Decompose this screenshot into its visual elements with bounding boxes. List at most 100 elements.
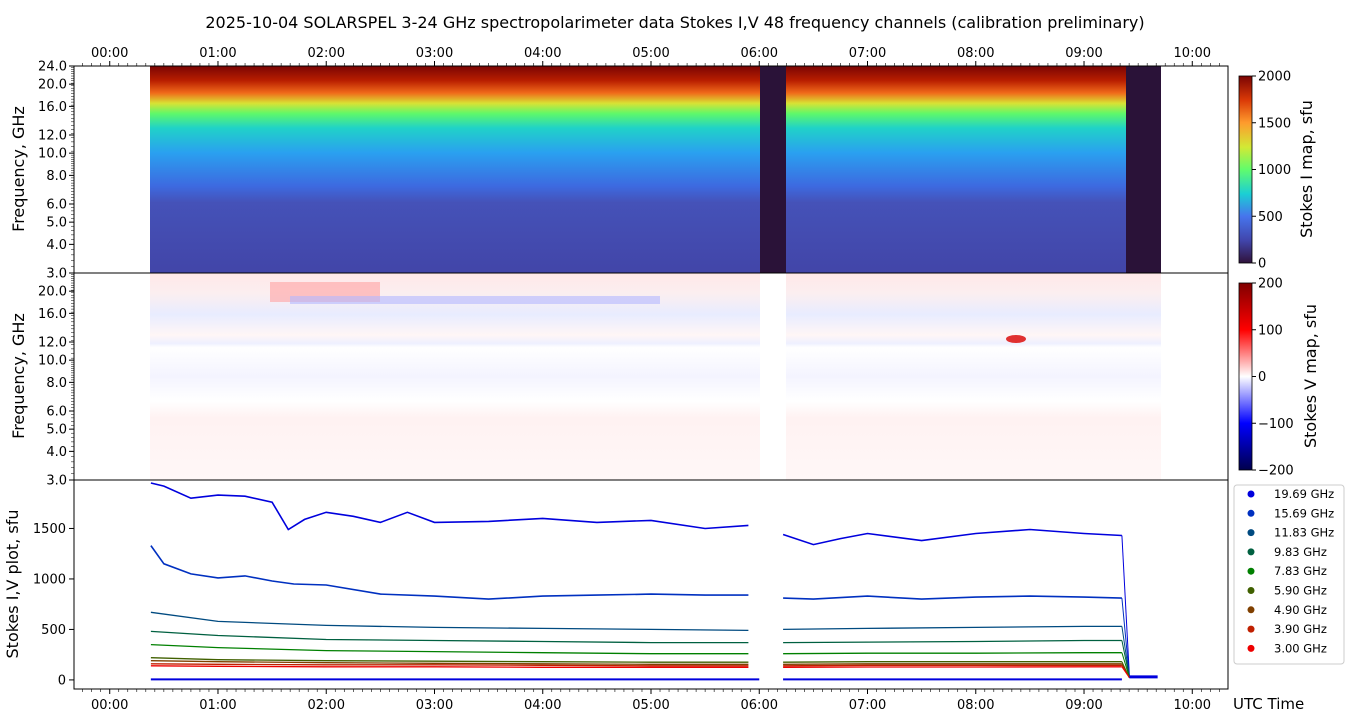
stokes-v-blue-feature <box>290 296 660 304</box>
top-x-tick-label: 10:00 <box>1174 46 1211 61</box>
y-tick-label: 3.0 <box>46 474 67 489</box>
legend: 19.69 GHz 15.69 GHz 11.83 GHz 9.83 GHz 7.83 … <box>1233 484 1345 665</box>
y-tick-label: 0 <box>58 673 66 688</box>
legend-label: 3.90 GHz <box>1274 622 1327 636</box>
bottom-x-tick-labels: 00:00 01:00 02:00 03:00 04:00 05:00 06:00 07:00… <box>82 689 1220 713</box>
y-tick-label: 8.0 <box>46 376 67 391</box>
legend-label: 4.90 GHz <box>1274 603 1327 617</box>
top-x-tick-label: 07:00 <box>849 46 886 61</box>
y-tick-label: 6.0 <box>46 198 67 213</box>
legend-marker <box>1247 606 1255 614</box>
top-x-tick-label: 06:00 <box>741 46 778 61</box>
stokes-v-red-spot <box>1006 335 1026 343</box>
series-dropoff-3 <box>1121 640 1130 678</box>
y-tick-label: 10.0 <box>38 147 67 162</box>
y-tick-label: 16.0 <box>38 307 67 322</box>
colorbar-tick-label: 0 <box>1258 257 1266 272</box>
legend-marker <box>1247 567 1255 575</box>
top-x-tick-label: 05:00 <box>632 46 669 61</box>
y-tick-label: 500 <box>41 623 66 638</box>
top-x-tick-label: 09:00 <box>1065 46 1102 61</box>
series-dropoff-8 <box>1121 666 1130 679</box>
series-line-8 <box>150 665 1122 668</box>
top-x-tick-label: 04:00 <box>524 46 561 61</box>
colorbar-tick-label: −200 <box>1258 464 1294 479</box>
series-dropoff-4 <box>1121 652 1130 679</box>
stokes-v-map-ylabel: Frequency, GHz <box>9 313 28 439</box>
top-x-tick-label: 08:00 <box>957 46 994 61</box>
colorbar-tick-label: 100 <box>1258 323 1283 338</box>
y-tick-label: 12.0 <box>38 129 67 144</box>
stokes-i-map-panel: 24.0 20.0 16.0 12.0 10.0 8.0 6.0 5.0 4.0 3.0 Freq… <box>9 60 1229 282</box>
stokes-v-map-gap-1 <box>760 273 786 480</box>
bottom-x-tick-label: 06:00 <box>741 698 778 713</box>
bottom-x-tick-label: 02:00 <box>308 698 345 713</box>
series-dropoff-1 <box>1121 598 1130 678</box>
colorbar-tick-label: 1000 <box>1258 163 1291 178</box>
y-tick-label: 4.0 <box>46 238 67 253</box>
colorbar-tick-label: 1500 <box>1258 116 1291 131</box>
y-tick-label: 4.0 <box>46 445 67 460</box>
x-axis-label: UTC Time <box>1233 695 1304 713</box>
top-x-tick-labels: 00:00 01:00 02:00 03:00 04:00 05:00 06:00 07:00… <box>82 46 1220 66</box>
bottom-x-tick-label: 01:00 <box>199 698 236 713</box>
stokes-v-colorbar-gradient <box>1238 282 1253 471</box>
stokes-i-map-gap-2 <box>1126 66 1161 273</box>
top-x-tick-label: 01:00 <box>199 46 236 61</box>
top-x-tick-label: 03:00 <box>416 46 453 61</box>
series-dropoff-0 <box>1121 535 1130 678</box>
series-line-5 <box>150 657 1122 663</box>
colorbar-tick-label: 500 <box>1258 210 1283 225</box>
stokes-i-map-image <box>150 66 1161 273</box>
legend-marker <box>1247 509 1255 517</box>
stokes-i-colorbar-ticks: 2000 1500 1000 500 0 <box>1252 70 1291 272</box>
series-line-1 <box>150 545 1122 600</box>
stokes-v-colorbar: 200 100 0 −100 −200 Stokes V map, sfu <box>1238 277 1320 479</box>
stokes-plot-y-ticks: 1500 1000 500 0 <box>33 522 74 688</box>
stokes-i-map-gap-1 <box>760 66 786 273</box>
y-tick-label: 5.0 <box>46 423 67 438</box>
legend-label: 3.00 GHz <box>1274 641 1327 655</box>
bottom-x-tick-label: 08:00 <box>957 698 994 713</box>
y-tick-label: 5.0 <box>46 216 67 231</box>
bottom-x-tick-label: 04:00 <box>524 698 561 713</box>
bottom-x-tick-label: 05:00 <box>632 698 669 713</box>
legend-label: 19.69 GHz <box>1274 487 1334 501</box>
stokes-i-map-y-ticks: 24.0 20.0 16.0 12.0 10.0 8.0 6.0 5.0 4.0 3.0 <box>38 60 74 282</box>
stokes-i-map-ylabel: Frequency, GHz <box>9 106 28 232</box>
series-line-3 <box>150 630 1122 644</box>
chart-title: 2025-10-04 SOLARSPEL 3-24 GHz spectropol… <box>205 13 1144 32</box>
y-tick-label: 8.0 <box>46 169 67 184</box>
colorbar-tick-label: −100 <box>1258 417 1294 432</box>
colorbar-tick-label: 0 <box>1258 370 1266 385</box>
legend-marker <box>1247 529 1255 537</box>
y-tick-label: 3.0 <box>46 267 67 282</box>
bottom-x-tick-label: 00:00 <box>91 698 128 713</box>
legend-label: 9.83 GHz <box>1274 545 1327 559</box>
legend-marker <box>1247 548 1255 556</box>
legend-marker <box>1247 587 1255 594</box>
legend-label: 5.90 GHz <box>1274 584 1327 598</box>
stokes-plot-ylabel: Stokes I,V plot, sfu <box>3 510 22 659</box>
bottom-x-tick-label: 09:00 <box>1065 698 1102 713</box>
y-tick-label: 24.0 <box>38 60 67 75</box>
stokes-v-colorbar-label: Stokes V map, sfu <box>1301 304 1320 448</box>
y-tick-label: 12.0 <box>38 336 67 351</box>
stokes-v-map-image <box>150 273 1161 480</box>
y-tick-label: 20.0 <box>38 78 67 93</box>
stokes-i-colorbar-gradient <box>1238 75 1253 264</box>
bottom-x-tick-label: 03:00 <box>416 698 453 713</box>
legend-marker <box>1247 625 1255 633</box>
series-line-0 <box>150 482 1122 546</box>
series-line-2 <box>150 611 1122 632</box>
legend-box <box>1233 484 1345 665</box>
legend-marker <box>1247 644 1255 652</box>
series-line-7 <box>150 663 1122 667</box>
stokes-plot-frame <box>73 479 1229 690</box>
series-line-4 <box>150 643 1122 655</box>
bottom-x-tick-label: 10:00 <box>1174 698 1211 713</box>
stokes-plot-series <box>150 482 1158 681</box>
stokes-i-colorbar: 2000 1500 1000 500 0 Stokes I map, sfu <box>1238 70 1316 272</box>
y-tick-label: 10.0 <box>38 354 67 369</box>
